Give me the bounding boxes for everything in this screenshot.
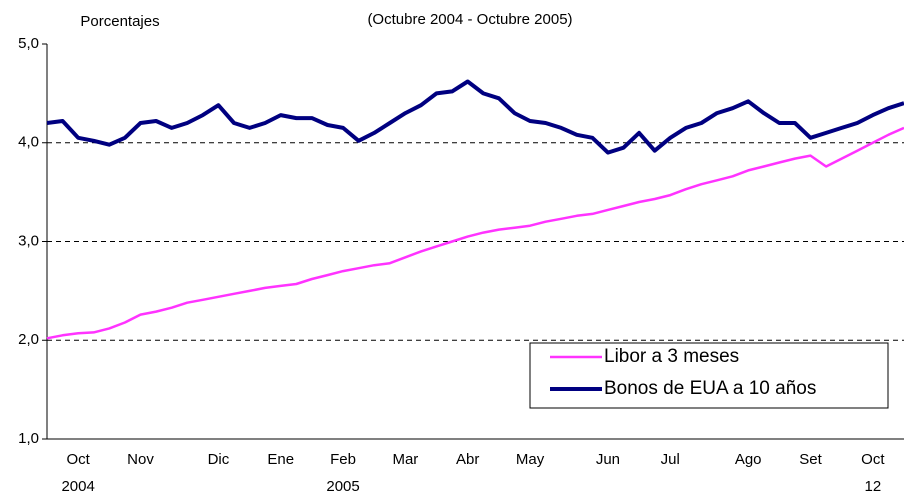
y-axis-label: Porcentajes	[80, 13, 159, 30]
x-tick-label: Abr	[456, 451, 479, 468]
x-tick-label: Mar	[392, 451, 418, 468]
x-tick-sublabel: 12	[864, 478, 881, 494]
legend-box	[529, 342, 889, 409]
chart-title: (Octubre 2004 - Octubre 2005)	[367, 11, 572, 28]
x-tick-label: Set	[799, 451, 822, 468]
x-tick-sublabel: 2005	[326, 478, 359, 494]
y-tick-label: 1,0	[18, 430, 39, 447]
x-tick-label: Dic	[208, 451, 230, 468]
legend-label: Libor a 3 meses	[604, 346, 739, 367]
x-tick-label: Jul	[661, 451, 680, 468]
x-tick-label: Jun	[596, 451, 620, 468]
line-series	[46, 126, 904, 340]
x-tick-label: Nov	[127, 451, 154, 468]
y-tick-label: 5,0	[18, 35, 39, 52]
x-tick-label: Oct	[861, 451, 885, 468]
x-tick-label: Ene	[267, 451, 294, 468]
legend: Libor a 3 meses Bonos de EUA a 10 años	[529, 342, 889, 409]
y-tick-label: 4,0	[18, 134, 39, 151]
x-tick-label: Oct	[66, 451, 90, 468]
y-tick-label: 2,0	[18, 331, 39, 348]
legend-label: Bonos de EUA a 10 años	[604, 378, 816, 399]
y-tick-label: 3,0	[18, 232, 39, 249]
x-tick-sublabel: 2004	[61, 478, 94, 494]
line-series	[46, 79, 904, 155]
x-tick-label: May	[516, 451, 545, 468]
x-tick-label: Feb	[330, 451, 356, 468]
x-tick-label: Ago	[735, 451, 762, 468]
